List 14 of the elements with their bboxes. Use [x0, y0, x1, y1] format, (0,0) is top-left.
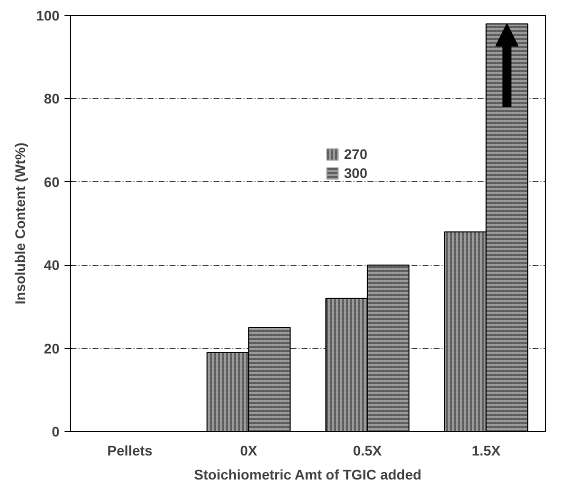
y-tick-label: 40	[44, 257, 60, 274]
legend-label: 270	[344, 146, 368, 162]
y-tick-label: 80	[44, 90, 60, 107]
x-tick-label: 0X	[240, 442, 258, 458]
y-tick-label: 60	[44, 174, 60, 190]
x-tick-label: 0.5X	[352, 442, 382, 458]
x-axis-title: Stoichiometric Amt of TGIC added	[194, 466, 422, 482]
x-tick-label: 1.5X	[472, 442, 502, 458]
x-tick-label: Pellets	[107, 442, 153, 458]
y-axis-title: Insoluble Content (Wt%)	[12, 142, 28, 304]
y-tick-label: 20	[44, 340, 60, 356]
legend-label: 300	[344, 165, 368, 181]
y-tick-label: 100	[36, 8, 60, 24]
y-tick-label: 0	[52, 424, 60, 440]
